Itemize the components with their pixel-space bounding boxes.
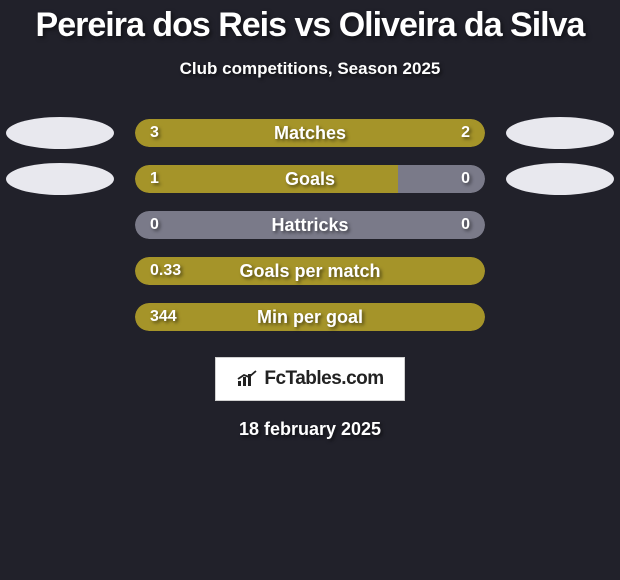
player-ellipse-left xyxy=(6,117,114,149)
page-title: Pereira dos Reis vs Oliveira da Silva xyxy=(36,6,585,45)
brand-box: FcTables.com xyxy=(215,357,404,401)
bar-left-fill xyxy=(135,165,398,193)
bar-left-fill xyxy=(135,119,345,147)
bar-track xyxy=(135,165,485,193)
date-line: 18 february 2025 xyxy=(239,419,381,440)
bar-neutral-fill xyxy=(135,211,485,239)
bar-left-fill xyxy=(135,303,485,331)
brand-text: FcTables.com xyxy=(264,368,383,390)
player-ellipse-right xyxy=(506,117,614,149)
stat-row: Goals10 xyxy=(0,165,620,193)
comparison-infographic: Pereira dos Reis vs Oliveira da Silva Cl… xyxy=(0,0,620,440)
bar-track xyxy=(135,257,485,285)
stat-row: Min per goal344 xyxy=(0,303,620,331)
bar-track xyxy=(135,303,485,331)
bar-track xyxy=(135,119,485,147)
bar-left-fill xyxy=(135,257,485,285)
bar-right-fill xyxy=(398,165,486,193)
chart-icon xyxy=(236,370,258,388)
stat-rows: Matches32 Goals10 Hattricks00 Goals per mat… xyxy=(0,119,620,331)
stat-row: Hattricks00 xyxy=(0,211,620,239)
player-ellipse-left xyxy=(6,163,114,195)
stat-row: Matches32 xyxy=(0,119,620,147)
bar-right-fill xyxy=(345,119,485,147)
bar-track xyxy=(135,211,485,239)
player-ellipse-right xyxy=(506,163,614,195)
stat-row: Goals per match0.33 xyxy=(0,257,620,285)
subtitle: Club competitions, Season 2025 xyxy=(180,59,441,79)
